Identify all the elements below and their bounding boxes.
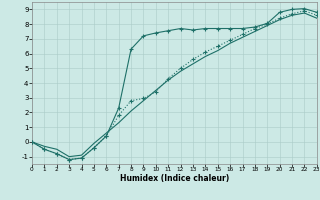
X-axis label: Humidex (Indice chaleur): Humidex (Indice chaleur)	[120, 174, 229, 183]
